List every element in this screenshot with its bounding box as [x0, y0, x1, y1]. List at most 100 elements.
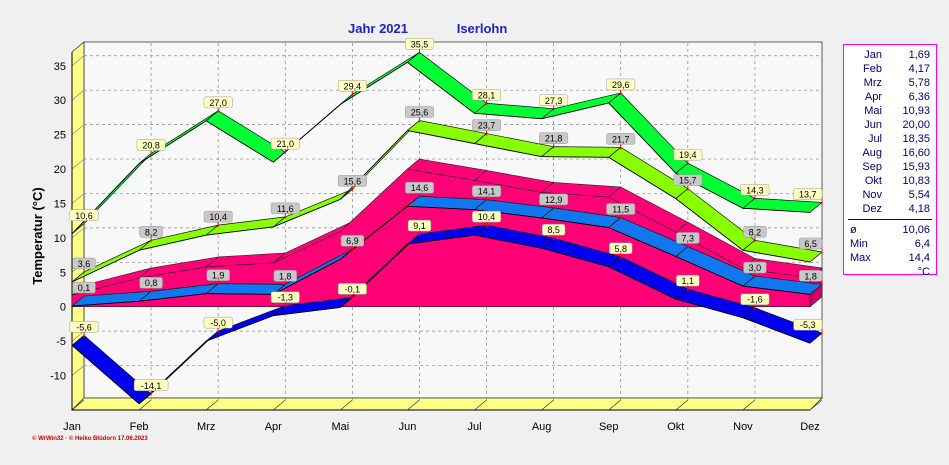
- gridline-v-floor: [541, 399, 554, 411]
- gridline-v-floor: [742, 399, 756, 411]
- legend-month: Feb: [863, 63, 882, 75]
- legend-month: Aug: [862, 147, 882, 159]
- ribbon-edge: [206, 226, 274, 236]
- legend-avg-row: ø 10,06: [844, 223, 936, 237]
- data-label: -1,6: [747, 295, 763, 305]
- legend-row: Okt 10,83: [844, 174, 936, 188]
- data-label-bg: [793, 188, 823, 200]
- data-label: 12,9: [545, 195, 563, 205]
- data-label: 25,6: [411, 107, 429, 117]
- gridline-v-floor: [71, 399, 85, 411]
- x-tick-label: Jan: [63, 421, 81, 433]
- x-tick-label: Jun: [399, 421, 417, 433]
- legend-value: 20,00: [902, 119, 930, 131]
- ribbon-edge: [608, 227, 676, 257]
- data-label: -5,6: [76, 322, 92, 332]
- x-tick-label: Mrz: [197, 421, 215, 433]
- ribbon-edge: [273, 104, 341, 163]
- x-tick-label: Aug: [532, 421, 552, 433]
- legend-unit: °C: [917, 266, 930, 278]
- chart-title-year: Jahr 2021: [348, 21, 408, 36]
- data-label: 27,0: [209, 98, 227, 108]
- legend-row: Nov 5,54: [844, 188, 936, 202]
- data-label-bg: [793, 318, 823, 331]
- data-label: 21,0: [277, 139, 295, 149]
- legend-row: Jan 1,69: [844, 48, 936, 62]
- ribbon-edge: [541, 217, 609, 228]
- legend-month: Jun: [864, 119, 882, 131]
- legend-value: 15,93: [902, 161, 930, 173]
- legend-row: Mrz 5,78: [844, 76, 936, 90]
- legend-row: Jul 18,35: [844, 132, 936, 146]
- ribbon-edge: [205, 120, 274, 163]
- ribbon-edge: [675, 198, 744, 251]
- data-label: 29,4: [344, 81, 362, 91]
- y-tick-label: -5: [56, 336, 66, 348]
- ribbon-edge: [608, 266, 676, 300]
- ribbon-edge: [474, 112, 542, 120]
- ribbon-edge: [138, 340, 207, 405]
- ribbon-edge: [474, 143, 542, 158]
- data-label: 1,9: [212, 271, 225, 281]
- gridline-h-side: [71, 330, 85, 342]
- ribbon-edge: [273, 307, 341, 317]
- y-tick-label: 25: [54, 130, 66, 142]
- data-label: 14,1: [478, 187, 496, 197]
- x-tick-label: Jul: [468, 421, 482, 433]
- data-label: 9,1: [413, 221, 426, 231]
- data-label: 20,8: [142, 141, 160, 151]
- x-tick-label: Dez: [800, 421, 820, 433]
- ribbon-edge: [608, 102, 677, 174]
- legend-row: Jun 20,00: [844, 118, 936, 132]
- data-labels: -5,6 -14,1 -5,0 -1,3 -0,1 9,1 10,4 8,5 5,8 1,1 -1,…: [69, 38, 823, 396]
- data-label: 8,2: [749, 227, 762, 237]
- ribbon-edge: [407, 130, 475, 144]
- ribbon-edge: [407, 62, 475, 114]
- legend-value: 5,54: [908, 189, 930, 201]
- legend-rows: Jan 1,69 Feb 4,17 Mrz 5,78 Apr 6,36 Mai 10,93 Jun 2…: [844, 48, 936, 216]
- y-tick-label: 35: [54, 61, 66, 73]
- data-label: 3,0: [749, 263, 762, 273]
- legend-row: Mai 10,93: [844, 104, 936, 118]
- copyright-footer: © WrWin32 · © Heiko Blüdorn 17.06.2023: [32, 436, 148, 442]
- ribbon-edge: [340, 205, 408, 260]
- data-label: 10,6: [75, 211, 93, 221]
- ribbon-edge: [742, 285, 811, 295]
- data-label: 7,3: [682, 233, 695, 243]
- left-wall: [71, 41, 85, 411]
- axes: -10 -5 0 5 10 15 20 25 30 35 Jan Feb Mrz Apr Mai Jun Jul…: [50, 52, 820, 433]
- ribbon-edge: [71, 300, 140, 307]
- legend-value: 10,83: [902, 175, 930, 187]
- gridline-v-floor: [205, 399, 219, 411]
- data-label: 19,4: [679, 150, 697, 160]
- ribbon-edge: [742, 207, 811, 213]
- ribbon-edge: [340, 243, 408, 308]
- legend-row: Dez 4,18: [844, 202, 936, 216]
- gridline-v-floor: [608, 399, 621, 411]
- legend-value: 4,18: [908, 203, 930, 215]
- monthly-averages-legend: Jan 1,69 Feb 4,17 Mrz 5,78 Apr 6,36 Mai 10,93 Jun 2…: [843, 44, 937, 278]
- legend-avg-value: 10,06: [902, 224, 930, 236]
- y-tick-label: 10: [54, 233, 66, 245]
- legend-month: Sep: [862, 161, 882, 173]
- gridline-v-floor: [474, 399, 487, 411]
- ribbon-edge: [71, 249, 140, 283]
- legend-value: 18,35: [902, 133, 930, 145]
- legend-max-row: Max 14,4: [844, 251, 936, 265]
- legend-month: Apr: [864, 91, 882, 103]
- legend-value: 16,60: [902, 147, 930, 159]
- legend-month: Mai: [864, 105, 882, 117]
- ribbon-edge: [206, 315, 274, 342]
- x-tick-label: Mai: [331, 421, 349, 433]
- gridline-v-floor: [407, 399, 420, 411]
- data-label: 1,8: [279, 271, 292, 281]
- gridline-h-side: [71, 227, 85, 239]
- data-label: 27,3: [545, 96, 563, 106]
- y-tick-label: 5: [60, 267, 66, 279]
- ribbon-edge: [742, 317, 811, 344]
- data-label: 21,7: [612, 134, 630, 144]
- data-label: 21,8: [545, 134, 563, 144]
- legend-value: 1,69: [908, 49, 930, 61]
- legend-value: 4,17: [908, 63, 930, 75]
- ribbon-edge: [474, 234, 542, 249]
